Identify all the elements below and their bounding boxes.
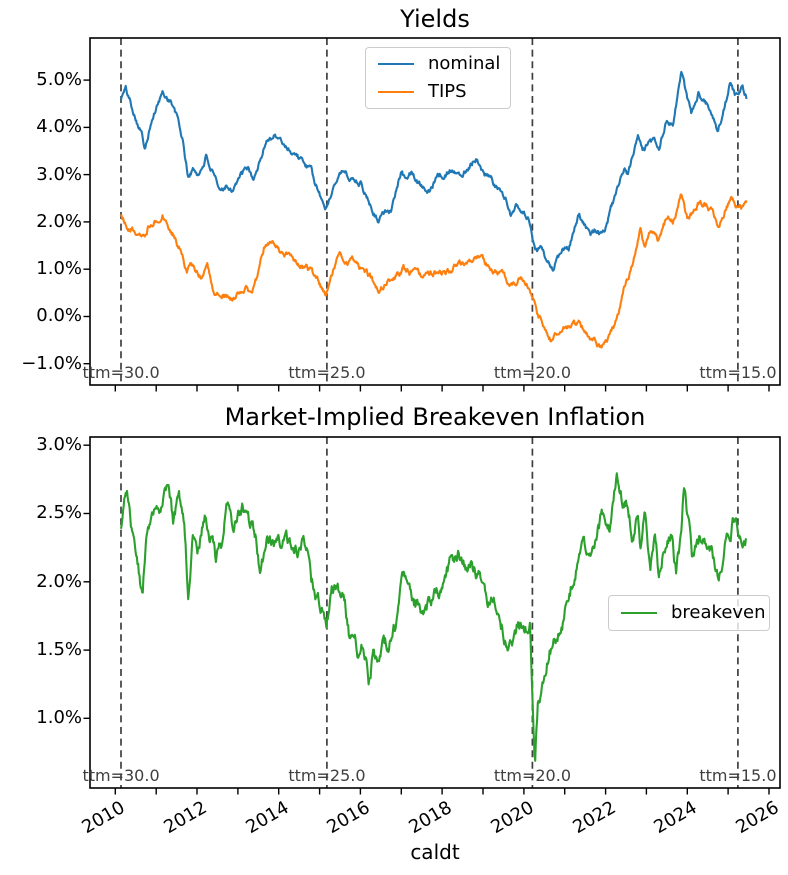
- breakeven-line: [119, 472, 748, 762]
- plot-border: [89, 436, 781, 789]
- TIPS-line: [120, 193, 748, 349]
- nominal-line-sample: [378, 63, 414, 66]
- legend-yields: nominal TIPS: [365, 47, 511, 109]
- nominal-line: [119, 70, 748, 272]
- x-axis-label: caldt: [410, 840, 460, 864]
- legend-label-nominal: nominal: [428, 52, 501, 74]
- legend-entry-breakeven: breakeven: [621, 602, 766, 624]
- legend-label-breakeven: breakeven: [671, 601, 766, 623]
- tips-line-sample: [378, 90, 414, 93]
- legend-entry-tips: TIPS: [378, 80, 498, 103]
- legend-label-tips: TIPS: [428, 80, 467, 102]
- breakeven-chart-title: Market-Implied Breakeven Inflation: [224, 403, 646, 431]
- breakeven-line-sample: [621, 612, 657, 614]
- yields-chart-title: Yields: [400, 5, 470, 33]
- legend-entry-nominal: nominal: [378, 52, 501, 75]
- plot-border: [89, 37, 781, 386]
- legend-breakeven: breakeven: [608, 595, 770, 631]
